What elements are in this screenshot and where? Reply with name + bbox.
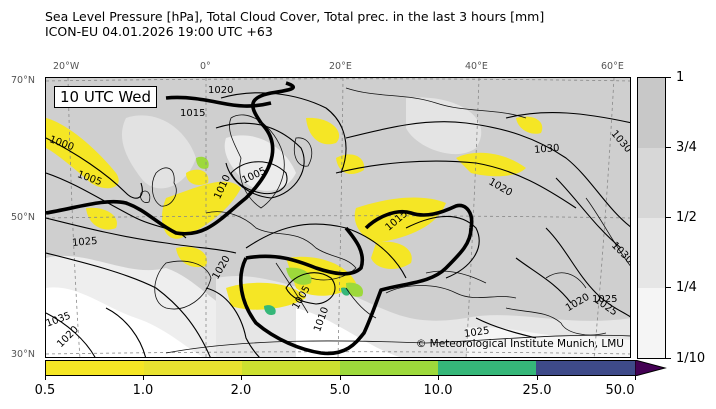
cloud-tick-2 bbox=[666, 147, 671, 148]
cloud-label-1-2: 1/2 bbox=[676, 210, 697, 225]
isobar-label: 1020 bbox=[208, 85, 233, 96]
precip-label-0-5: 0.5 bbox=[34, 383, 56, 398]
precip-label-10: 10.0 bbox=[423, 383, 453, 398]
isobar-label: 1025 bbox=[463, 325, 490, 339]
precip-seg-5 bbox=[438, 361, 536, 375]
lon-label-0: 0° bbox=[200, 61, 211, 72]
cloud-light-russia bbox=[406, 97, 482, 155]
precip-tick-4 bbox=[438, 376, 439, 380]
cloud-label-1-4: 1/4 bbox=[676, 280, 697, 295]
precip-label-25: 25.0 bbox=[522, 383, 552, 398]
cloud-seg-1 bbox=[638, 78, 665, 148]
lat-label-30n: 30°N bbox=[11, 349, 35, 360]
isobar-label: 1025 bbox=[72, 236, 98, 249]
precip-label-50: 50.0 bbox=[605, 383, 635, 398]
lon-label-20e: 20°E bbox=[329, 61, 352, 72]
precip-label-5: 5.0 bbox=[329, 383, 351, 398]
cloud-cover-colorbar bbox=[637, 77, 666, 359]
isobar-label: 1030 bbox=[534, 143, 560, 156]
precip-seg-3 bbox=[242, 361, 340, 375]
cloud-clear-africa bbox=[296, 308, 400, 357]
valid-time-label: 10 UTC Wed bbox=[54, 86, 158, 108]
precip-seg-2 bbox=[144, 361, 242, 375]
precip-tick-6 bbox=[635, 376, 636, 380]
cloud-tick-3 bbox=[666, 217, 671, 218]
lat-label-50n: 50°N bbox=[11, 212, 35, 223]
precip-seg-6 bbox=[536, 361, 635, 375]
cloud-light-patch bbox=[121, 115, 196, 189]
cloud-label-3-4: 3/4 bbox=[676, 140, 697, 155]
weather-map: 1020 1015 1000 1005 1005 1010 1025 1030 1020 1015… bbox=[45, 77, 631, 358]
thick-contours bbox=[46, 81, 474, 356]
precip-label-2: 2.0 bbox=[230, 383, 252, 398]
lon-label-20w: 20°W bbox=[53, 61, 80, 72]
cloud-tick-5 bbox=[666, 358, 671, 359]
cloud-clear-se bbox=[466, 327, 630, 357]
precip-colorbar bbox=[45, 360, 636, 376]
precip-seg-4 bbox=[340, 361, 438, 375]
lon-label-60e: 60°E bbox=[601, 61, 624, 72]
isobar-label: 1025 bbox=[592, 294, 617, 305]
lat-label-70n: 70°N bbox=[11, 75, 35, 86]
cloud-tick-4 bbox=[666, 287, 671, 288]
cloud-seg-3 bbox=[638, 218, 665, 288]
precip-tick-1 bbox=[143, 376, 144, 380]
precip-tick-5 bbox=[537, 376, 538, 380]
cloud-light-scandi bbox=[224, 135, 296, 191]
precip-label-1: 1.0 bbox=[132, 383, 154, 398]
cloud-seg-4 bbox=[638, 288, 665, 358]
cloud-clear-ocean bbox=[46, 287, 203, 357]
lon-label-40e: 40°E bbox=[465, 61, 488, 72]
cloud-tick-1 bbox=[666, 77, 671, 78]
precip-tick-2 bbox=[241, 376, 242, 380]
precip-seg-1 bbox=[46, 361, 144, 375]
chart-title: Sea Level Pressure [hPa], Total Cloud Co… bbox=[45, 9, 545, 24]
cloud-seg-2 bbox=[638, 148, 665, 218]
precip-tick-3 bbox=[340, 376, 341, 380]
cloud-label-1: 1 bbox=[676, 70, 685, 85]
precip-colorbar-arrow bbox=[635, 360, 667, 376]
precip-tick-0 bbox=[45, 376, 46, 380]
cloud-label-1-10: 1/10 bbox=[676, 351, 706, 366]
chart-subtitle: ICON-EU 04.01.2026 19:00 UTC +63 bbox=[45, 24, 273, 39]
isobar-label: 1015 bbox=[180, 108, 205, 119]
copyright-text: © Meteorological Institute Munich, LMU bbox=[415, 338, 624, 350]
